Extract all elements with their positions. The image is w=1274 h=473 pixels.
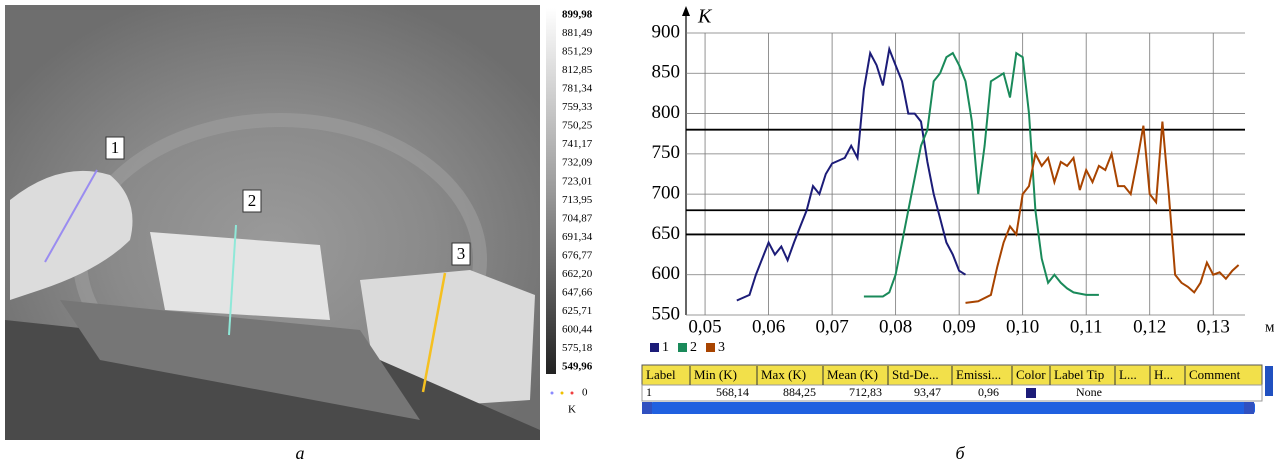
scroll-right[interactable] [1244, 402, 1254, 414]
scroll-left[interactable] [642, 402, 652, 414]
legend-label: 1 [662, 340, 669, 355]
scale-label: 647,66 [562, 286, 593, 298]
table-header: L... [1119, 367, 1137, 382]
x-tick-label: 0,11 [1070, 316, 1103, 337]
x-tick-label: 0,13 [1197, 316, 1230, 337]
x-tick-label: 0,05 [688, 316, 721, 337]
table-header: Label Tip [1054, 367, 1104, 382]
table-header: Min (K) [694, 367, 737, 382]
color-cell [1026, 388, 1036, 398]
legend-swatch [650, 343, 659, 352]
scale-label: 704,87 [562, 212, 593, 224]
scale-zero: 0 [582, 387, 588, 399]
scale-label: 732,09 [562, 157, 593, 169]
scale-label: 575,18 [562, 342, 593, 354]
y-tick-label: 850 [652, 62, 681, 83]
scale-label: 625,71 [562, 305, 592, 317]
table-header: Std-De... [892, 367, 939, 382]
legend-label: 2 [690, 340, 697, 355]
scale-label: 676,77 [562, 249, 593, 261]
table-cell: 884,25 [783, 385, 816, 399]
scale-label: 759,33 [562, 101, 593, 113]
x-tick-label: 0,10 [1006, 316, 1039, 337]
scale-label: 713,95 [562, 194, 593, 206]
scale-label: 662,20 [562, 268, 593, 280]
table-cell: None [1076, 385, 1102, 399]
table-cell: 712,83 [849, 385, 882, 399]
scale-label: 741,17 [562, 138, 593, 150]
scale-label: 750,25 [562, 120, 593, 132]
page: 1 2 3 0 K a 899,98 881,49 851,29 812,85 781,… [0, 0, 1274, 473]
scale-label: 851,29 [562, 46, 593, 58]
table-cell: 93,47 [914, 385, 941, 399]
series-line [864, 53, 1099, 296]
legend-swatch [678, 343, 687, 352]
table-header: H... [1154, 367, 1173, 382]
scale-label: 781,34 [562, 83, 593, 95]
scale-label: 549,96 [562, 361, 593, 373]
series-line [737, 49, 966, 300]
x-tick-label: 0,12 [1133, 316, 1166, 337]
table-header: Mean (K) [827, 367, 878, 382]
marker-label: 1 [111, 138, 120, 157]
table-cell: 568,14 [716, 385, 749, 399]
x-tick-label: 0,06 [752, 316, 785, 337]
scale-label: 812,85 [562, 64, 593, 76]
marker-label: 2 [248, 191, 257, 210]
y-tick-label: 650 [652, 223, 681, 244]
scale-label: 723,01 [562, 175, 592, 187]
marker-label: 3 [457, 244, 466, 263]
legend-label: 3 [718, 340, 725, 355]
x-axis-label: м [1265, 319, 1274, 335]
x-tick-label: 0,08 [879, 316, 912, 337]
y-tick-label: 550 [652, 303, 681, 324]
y-axis-arrow [682, 6, 690, 16]
scale-label: 881,49 [562, 27, 593, 39]
caption: б [955, 443, 965, 463]
y-tick-label: 800 [652, 102, 681, 123]
table-cell: 1 [646, 385, 652, 399]
figure: 1 2 3 0 K a 899,98 881,49 851,29 812,85 781,… [0, 0, 1274, 468]
x-tick-label: 0,07 [815, 316, 848, 337]
legend-swatch [706, 343, 715, 352]
scale-unit: K [568, 404, 576, 416]
table-header: Color [1016, 367, 1046, 382]
x-tick-label: 0,09 [943, 316, 976, 337]
color-scale: 899,98 881,49 851,29 812,85 781,34 759,33 750,… [562, 9, 593, 373]
y-tick-label: 600 [652, 263, 681, 284]
scale-label: 899,98 [562, 9, 593, 21]
table-header: Emissi... [956, 367, 1001, 382]
table-header: Max (K) [761, 367, 806, 382]
scale-label: 600,44 [562, 323, 593, 335]
y-tick-label: 750 [652, 142, 681, 163]
scrollbar[interactable] [650, 402, 1255, 414]
table-header: Label [646, 367, 676, 382]
caption: a [296, 443, 305, 463]
series-line [966, 122, 1239, 303]
y-tick-label: 900 [652, 21, 681, 42]
scale-label: 691,34 [562, 231, 593, 243]
y-tick-label: 700 [652, 183, 681, 204]
table-cell: 0,96 [978, 385, 999, 399]
table-header: Comment [1189, 367, 1241, 382]
y-axis-label: K [697, 6, 713, 28]
thermal-image: 1 2 3 0 K a [5, 5, 588, 463]
scroll-vertical[interactable] [1265, 366, 1273, 396]
stats-table: Label Min (K) Max (K) Mean (K) Std-De... Emis… [642, 365, 1273, 414]
